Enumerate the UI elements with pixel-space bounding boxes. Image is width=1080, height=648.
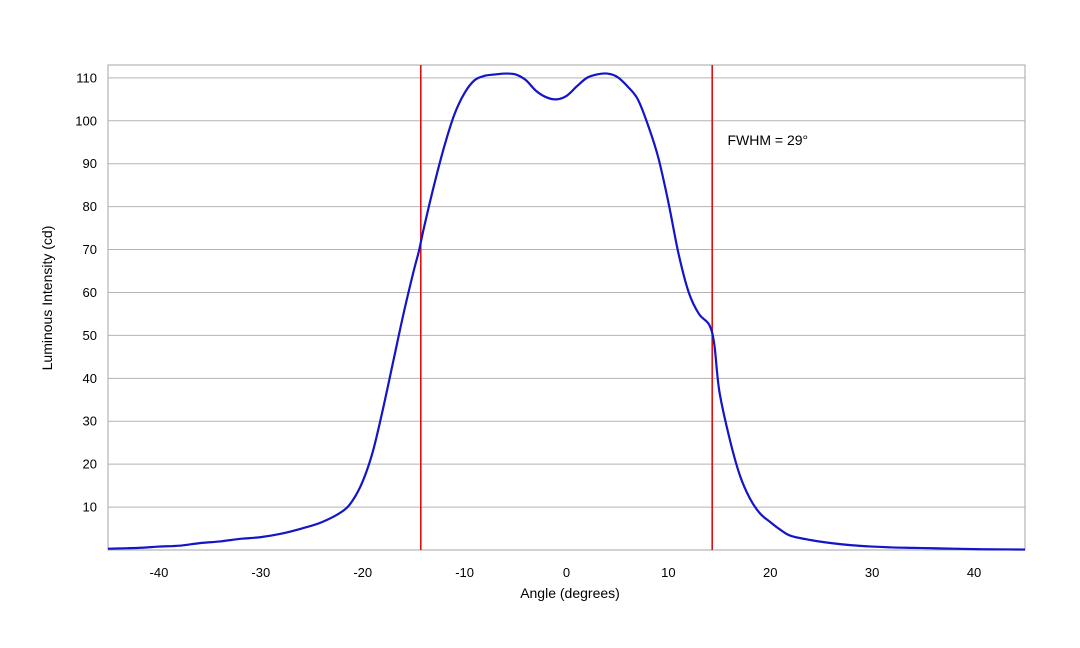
x-tick-label: 20	[763, 565, 777, 580]
x-tick-label: -30	[251, 565, 270, 580]
x-axis-title: Angle (degrees)	[520, 585, 620, 601]
y-tick-label: 30	[83, 414, 97, 429]
y-tick-label: 70	[83, 242, 97, 257]
x-tick-label: -40	[150, 565, 169, 580]
y-tick-label: 110	[76, 70, 97, 85]
x-tick-label: -20	[353, 565, 372, 580]
x-tick-label: 10	[661, 565, 675, 580]
series-line	[107, 72, 1026, 551]
x-tick-label: 40	[967, 565, 981, 580]
y-tick-label: 100	[75, 113, 97, 128]
y-axis-title: Luminous Intensity (cd)	[39, 226, 55, 371]
x-tick-label: 0	[563, 565, 570, 580]
y-tick-label: 40	[83, 371, 97, 386]
fwhm-markers	[419, 65, 714, 550]
y-tick-label: 80	[83, 199, 97, 214]
y-tick-label: 50	[83, 328, 97, 343]
y-tick-label: 20	[83, 457, 97, 472]
series-group	[107, 72, 1026, 551]
y-axis-ticks: 10 20 30 40 50 60 70 80 90 100 110	[75, 70, 97, 514]
x-axis-ticks: -40 -30 -20 -10 0 10 20 30 40	[150, 565, 982, 580]
y-tick-label: 90	[83, 156, 97, 171]
x-tick-label: 30	[865, 565, 879, 580]
y-tick-label: 60	[83, 285, 97, 300]
plot-background	[107, 64, 1026, 551]
x-tick-label: -10	[455, 565, 474, 580]
fwhm-annotation: FWHM = 29°	[727, 132, 808, 148]
gridlines	[108, 77, 1025, 508]
y-tick-label: 10	[83, 500, 97, 515]
